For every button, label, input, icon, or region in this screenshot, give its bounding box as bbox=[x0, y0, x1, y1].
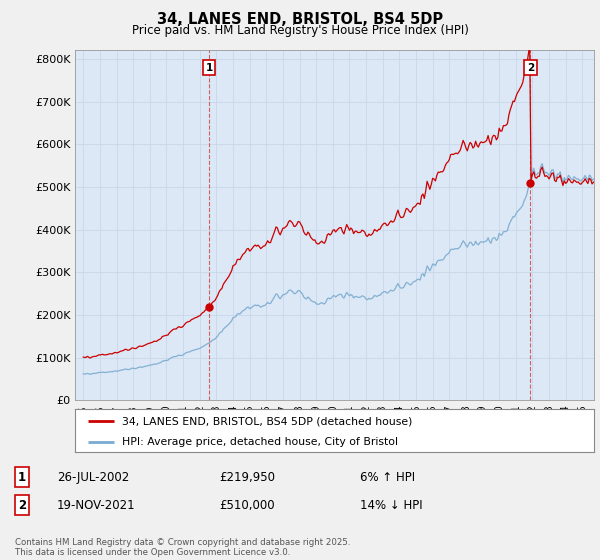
Text: 2: 2 bbox=[18, 498, 26, 512]
Text: Price paid vs. HM Land Registry's House Price Index (HPI): Price paid vs. HM Land Registry's House … bbox=[131, 24, 469, 36]
Text: 34, LANES END, BRISTOL, BS4 5DP: 34, LANES END, BRISTOL, BS4 5DP bbox=[157, 12, 443, 27]
Text: £510,000: £510,000 bbox=[219, 498, 275, 512]
Text: 1: 1 bbox=[18, 470, 26, 484]
Text: 6% ↑ HPI: 6% ↑ HPI bbox=[360, 470, 415, 484]
Text: 26-JUL-2002: 26-JUL-2002 bbox=[57, 470, 129, 484]
Text: 19-NOV-2021: 19-NOV-2021 bbox=[57, 498, 136, 512]
Text: Contains HM Land Registry data © Crown copyright and database right 2025.
This d: Contains HM Land Registry data © Crown c… bbox=[15, 538, 350, 557]
Text: 1: 1 bbox=[206, 63, 213, 73]
Text: 34, LANES END, BRISTOL, BS4 5DP (detached house): 34, LANES END, BRISTOL, BS4 5DP (detache… bbox=[122, 416, 412, 426]
Text: £219,950: £219,950 bbox=[219, 470, 275, 484]
Text: 2: 2 bbox=[527, 63, 534, 73]
Text: HPI: Average price, detached house, City of Bristol: HPI: Average price, detached house, City… bbox=[122, 437, 398, 446]
Text: 14% ↓ HPI: 14% ↓ HPI bbox=[360, 498, 422, 512]
